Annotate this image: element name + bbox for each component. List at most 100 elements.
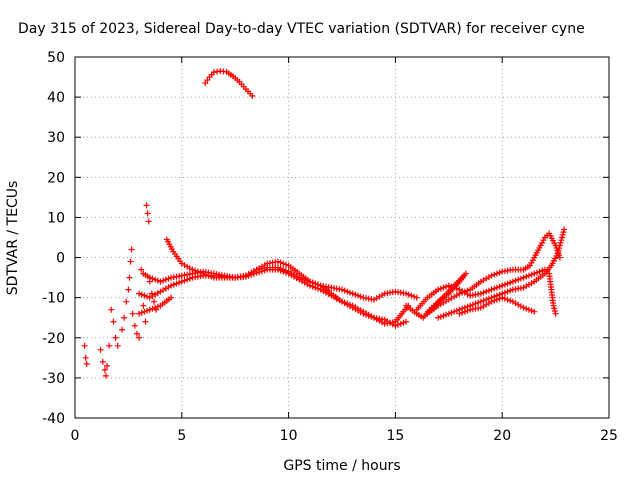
data-point xyxy=(151,298,158,305)
data-point xyxy=(501,295,508,302)
data-point xyxy=(249,92,256,99)
data-point xyxy=(528,271,535,278)
y-tick-label: -10 xyxy=(42,291,65,307)
data-point xyxy=(488,298,495,305)
data-point xyxy=(507,279,514,286)
data-point xyxy=(138,266,145,273)
data-point xyxy=(445,310,452,317)
data-point xyxy=(154,277,161,284)
data-point xyxy=(184,276,191,283)
data-point xyxy=(550,302,557,309)
data-point xyxy=(102,372,109,379)
data-point xyxy=(560,229,567,236)
data-point xyxy=(559,231,566,238)
data-point xyxy=(520,274,527,281)
data-point xyxy=(512,277,519,284)
data-point xyxy=(437,313,444,320)
data-point xyxy=(282,269,289,276)
data-point xyxy=(154,303,161,310)
data-point xyxy=(352,291,359,298)
data-point xyxy=(501,289,508,296)
data-point xyxy=(523,273,530,280)
data-point xyxy=(146,274,153,281)
data-point xyxy=(274,258,281,265)
data-point xyxy=(551,308,558,315)
data-point xyxy=(82,354,89,361)
data-point xyxy=(309,283,316,290)
y-tick-label: 30 xyxy=(47,130,65,146)
data-point xyxy=(493,270,500,277)
data-point xyxy=(395,321,402,328)
data-point xyxy=(162,276,169,283)
data-point xyxy=(480,297,487,304)
data-point xyxy=(504,280,511,287)
data-point xyxy=(477,298,484,305)
y-tick-label: 40 xyxy=(47,90,65,106)
data-point xyxy=(214,68,221,75)
data-point xyxy=(138,309,145,316)
data-point xyxy=(477,290,484,297)
data-point xyxy=(280,268,287,275)
data-point xyxy=(551,305,558,312)
y-tick-label: -30 xyxy=(42,371,65,387)
data-point xyxy=(559,234,566,241)
data-points xyxy=(81,68,568,379)
data-point xyxy=(360,310,367,317)
data-point xyxy=(261,267,268,274)
x-tick-label: 20 xyxy=(493,428,511,444)
data-point xyxy=(202,80,209,87)
y-axis-label: SDTVAR / TECUs xyxy=(5,181,21,296)
data-point xyxy=(129,310,136,317)
data-point xyxy=(531,270,538,277)
data-point xyxy=(533,269,540,276)
data-point xyxy=(143,202,150,209)
data-point xyxy=(160,277,167,284)
data-point xyxy=(204,77,211,84)
grid xyxy=(75,57,609,418)
data-point xyxy=(256,268,263,275)
x-tick-label: 15 xyxy=(386,428,404,444)
data-point xyxy=(456,310,463,317)
data-point xyxy=(168,282,175,289)
data-point xyxy=(347,289,354,296)
data-point xyxy=(493,296,500,303)
data-point xyxy=(144,307,151,314)
data-point xyxy=(445,282,452,289)
data-point xyxy=(501,281,508,288)
data-point xyxy=(475,299,482,306)
data-point xyxy=(554,250,561,257)
data-point xyxy=(555,247,562,254)
data-point xyxy=(127,258,134,265)
data-point xyxy=(136,334,143,341)
data-point xyxy=(306,282,313,289)
data-point xyxy=(408,292,415,299)
data-point xyxy=(178,278,185,285)
data-point xyxy=(245,272,252,279)
x-tick-label: 10 xyxy=(280,428,298,444)
data-point xyxy=(121,314,128,321)
axis-ticks: 0 5 10 15 20 25 -40 -30 -20 -10 0 10 20 30 40 50 xyxy=(42,50,618,444)
data-point xyxy=(488,286,495,293)
data-point xyxy=(186,275,193,282)
data-point xyxy=(515,276,522,283)
data-point xyxy=(363,311,370,318)
data-point xyxy=(435,314,442,321)
data-point xyxy=(453,307,460,314)
y-tick-label: -20 xyxy=(42,331,65,347)
data-point xyxy=(493,284,500,291)
x-tick-label: 25 xyxy=(600,428,618,444)
data-point xyxy=(525,306,532,313)
data-point xyxy=(403,290,410,297)
data-point xyxy=(440,312,447,319)
data-point xyxy=(448,309,455,316)
data-point xyxy=(443,311,450,318)
data-point xyxy=(123,298,130,305)
data-point xyxy=(461,308,468,315)
data-point xyxy=(277,267,284,274)
data-point xyxy=(523,305,530,312)
data-point xyxy=(140,302,147,309)
x-axis-label: GPS time / hours xyxy=(283,458,400,474)
data-point xyxy=(344,288,351,295)
data-point xyxy=(242,273,249,280)
